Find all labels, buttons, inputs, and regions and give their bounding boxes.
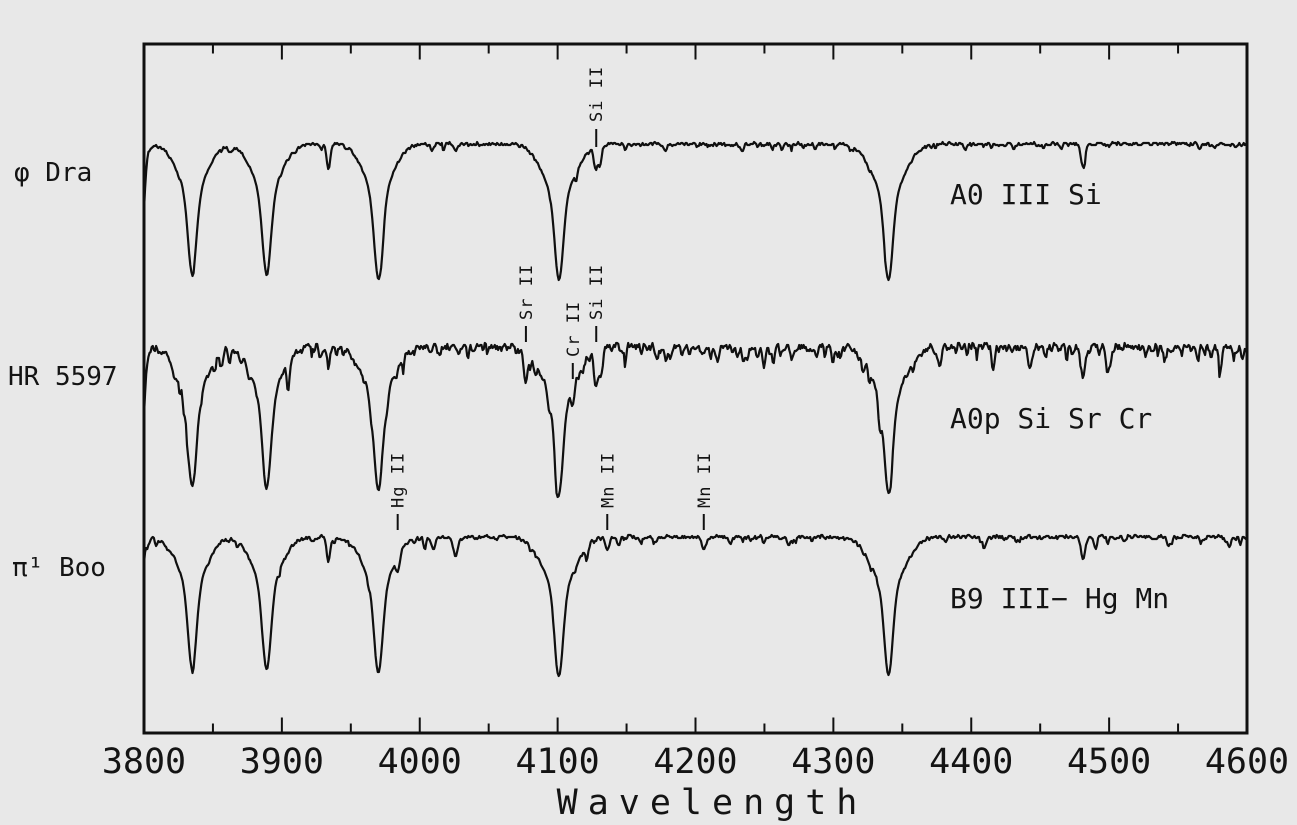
spectrum-curve-0 bbox=[142, 140, 1249, 282]
x-tick-label: 4300 bbox=[791, 742, 875, 782]
x-tick-label: 4500 bbox=[1067, 742, 1151, 782]
static-label-layer: φ Dra HR 5597 π¹ Boo A0 III Si A0p Si Sr… bbox=[8, 158, 1169, 823]
annotation-label: Mn II bbox=[598, 452, 618, 508]
spectrum-curve-1 bbox=[142, 341, 1249, 499]
annotation-label: Hg II bbox=[389, 452, 409, 508]
annotation-label: Si II bbox=[587, 66, 607, 122]
star-label-hr-5597: HR 5597 bbox=[8, 362, 118, 392]
x-tick-label: 3800 bbox=[102, 742, 186, 782]
class-label-a0-iii-si: A0 III Si bbox=[950, 178, 1102, 211]
annotation-label: Mn II bbox=[695, 452, 715, 508]
spectrum-curve-2 bbox=[142, 533, 1249, 678]
class-label-b9-iii-hg-mn: B9 III− Hg Mn bbox=[950, 582, 1169, 615]
x-tick-label: 4600 bbox=[1205, 742, 1289, 782]
x-tick-label: 4000 bbox=[378, 742, 462, 782]
class-label-a0p-si-sr-cr: A0p Si Sr Cr bbox=[950, 402, 1152, 435]
star-label-pi1-boo: π¹ Boo bbox=[12, 553, 106, 583]
annotation-label: Sr II bbox=[517, 264, 537, 320]
annotation-label: Si II bbox=[587, 264, 607, 320]
chart-dynamic-layer: 3800 3900 4000 4100 4200 4300 4400 4500 4600 Si I… bbox=[102, 42, 1289, 782]
x-tick-label: 3900 bbox=[240, 742, 324, 782]
plot-frame bbox=[142, 42, 1249, 735]
x-tick-label: 4200 bbox=[653, 742, 737, 782]
x-tick-label: 4400 bbox=[929, 742, 1013, 782]
annotation-label: Cr II bbox=[564, 301, 584, 357]
star-label-phi-dra: φ Dra bbox=[14, 158, 92, 188]
x-tick-label: 4100 bbox=[515, 742, 599, 782]
x-axis-title: Wavelength bbox=[557, 783, 868, 823]
